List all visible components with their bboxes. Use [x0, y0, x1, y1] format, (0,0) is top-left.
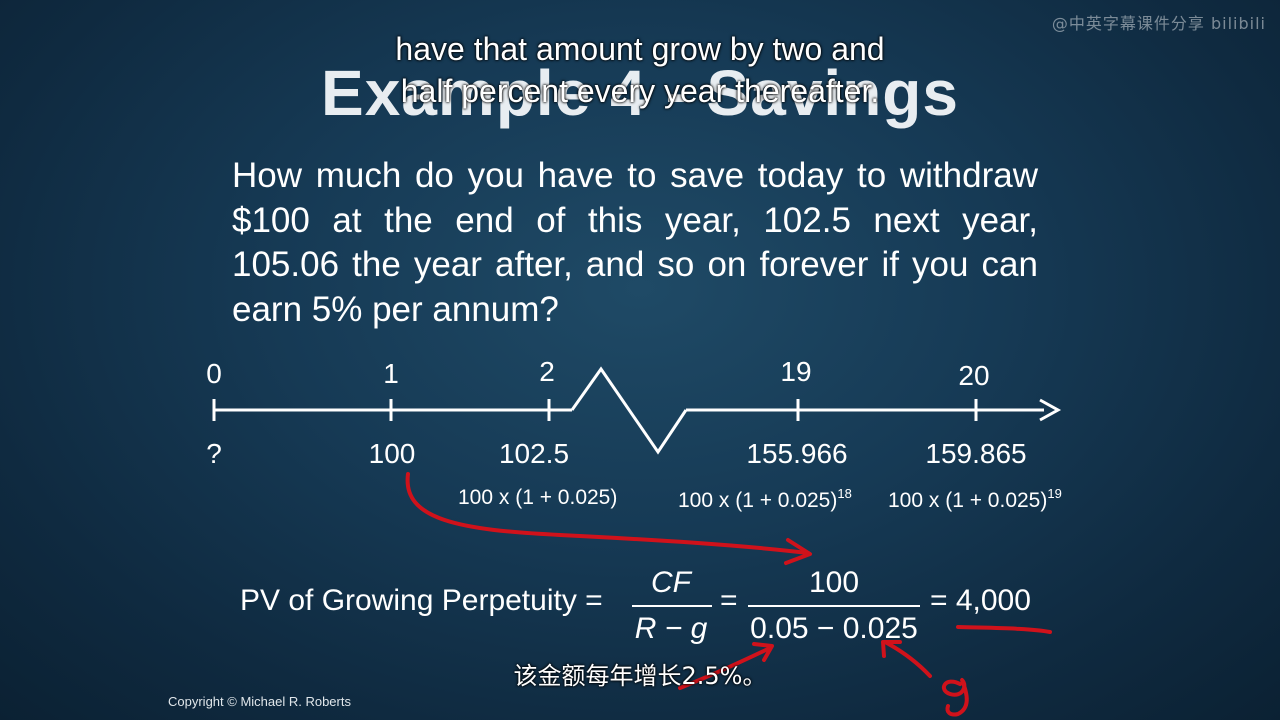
- annotation-arrow-to-0025: [883, 640, 932, 678]
- formula-year-20-exponent: 19: [1047, 486, 1062, 501]
- cash-flow-2: 102.5: [498, 438, 570, 469]
- period-label-20: 20: [958, 360, 990, 391]
- question-text: How much do you have to save today to wi…: [232, 156, 1038, 329]
- pv-fraction-1-numerator: CF: [651, 566, 691, 599]
- period-label-0: 0: [206, 358, 222, 389]
- formula-year-19-base: 100 x (1 + 0.025): [678, 489, 838, 512]
- pv-label: PV of Growing Perpetuity =: [240, 584, 603, 617]
- annotation-arrowhead-0025: [881, 640, 902, 658]
- pv-fraction-1-denominator: R − g: [634, 612, 708, 645]
- subtitle-bottom: 该金额每年增长2.5%。: [513, 662, 767, 690]
- annotation-arrow-to-numerator: [405, 472, 810, 555]
- annotation-g-symbol: [941, 678, 969, 717]
- watermark: @中英字幕课件分享 bilibili: [1051, 14, 1266, 33]
- period-label-2: 2: [539, 356, 555, 387]
- formula-year-20: 100 x (1 + 0.025)19: [888, 486, 1062, 513]
- annotation-arrow-to-005: [678, 646, 772, 690]
- subtitle-top-line-1: have that amount grow by two and: [395, 31, 885, 67]
- annotation-arrowhead-numerator: [784, 538, 812, 565]
- cash-flow-0: ?: [206, 438, 222, 469]
- cash-flow-19: 155.966: [746, 438, 848, 469]
- annotation-arrowhead-005: [752, 642, 774, 662]
- pv-result: = 4,000: [930, 584, 1031, 617]
- cash-flow-1: 100: [368, 438, 416, 469]
- pv-fraction-2-numerator: 100: [808, 566, 860, 599]
- formula-year-20-base: 100 x (1 + 0.025): [888, 489, 1048, 512]
- copyright: Copyright © Michael R. Roberts: [168, 694, 351, 709]
- subtitle-top: have that amount grow by two and half pe…: [0, 28, 1280, 112]
- formula-year-19: 100 x (1 + 0.025)18: [678, 486, 852, 513]
- pv-equals: =: [720, 584, 738, 617]
- pv-fraction-2-denominator: 0.05 − 0.025: [750, 612, 918, 645]
- period-label-19: 19: [780, 356, 812, 387]
- formula-year-2: 100 x (1 + 0.025): [458, 486, 618, 509]
- formula-year-19-exponent: 18: [837, 486, 852, 501]
- annotation-underline-result: [956, 625, 1052, 634]
- subtitle-top-line-2: half percent every year thereafter.: [400, 73, 880, 109]
- cash-flow-20: 159.865: [925, 438, 1027, 469]
- period-label-1: 1: [383, 358, 399, 389]
- slide-title: Example 4 - Savings: [321, 57, 959, 129]
